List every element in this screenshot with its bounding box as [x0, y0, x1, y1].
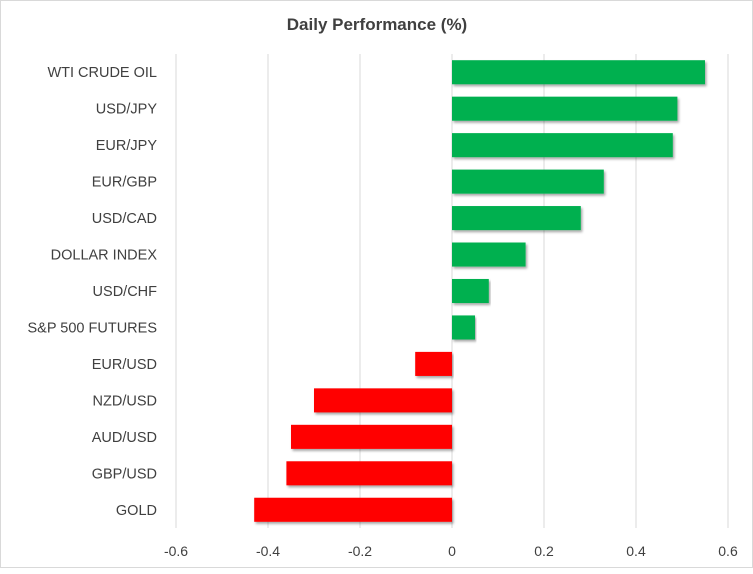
bar [452, 133, 673, 158]
category-label: S&P 500 FUTURES [28, 320, 157, 336]
x-tick-label: 0.4 [626, 543, 646, 559]
bar [254, 497, 452, 522]
x-tick-label: -0.6 [164, 543, 188, 559]
category-label: USD/CAD [92, 211, 157, 227]
category-label: USD/CHF [93, 284, 158, 300]
bar [452, 60, 705, 85]
category-label: NZD/USD [93, 393, 157, 409]
category-label: EUR/GBP [92, 175, 157, 191]
x-tick-label: 0.6 [718, 543, 738, 559]
bar [291, 424, 452, 449]
category-label: WTI CRUDE OIL [47, 65, 157, 81]
bar [452, 278, 489, 304]
category-label: GBP/USD [92, 466, 157, 482]
category-label: AUD/USD [92, 430, 157, 446]
x-tick-label: 0.2 [534, 543, 554, 559]
bar [286, 461, 452, 486]
x-tick-label: -0.2 [348, 543, 372, 559]
bar [452, 96, 678, 121]
category-label: USD/JPY [96, 102, 158, 118]
bar [452, 206, 581, 231]
bar [452, 315, 475, 340]
x-tick-label: 0 [448, 543, 456, 559]
x-tick-label: -0.4 [256, 543, 280, 559]
bar [415, 351, 452, 376]
category-label: EUR/JPY [96, 138, 158, 154]
category-label: DOLLAR INDEX [51, 248, 158, 264]
category-label: GOLD [116, 503, 157, 519]
bar [314, 388, 452, 413]
category-label: EUR/USD [92, 357, 157, 373]
bar [452, 169, 604, 194]
chart-title: Daily Performance (%) [287, 15, 467, 34]
bar [452, 242, 526, 267]
